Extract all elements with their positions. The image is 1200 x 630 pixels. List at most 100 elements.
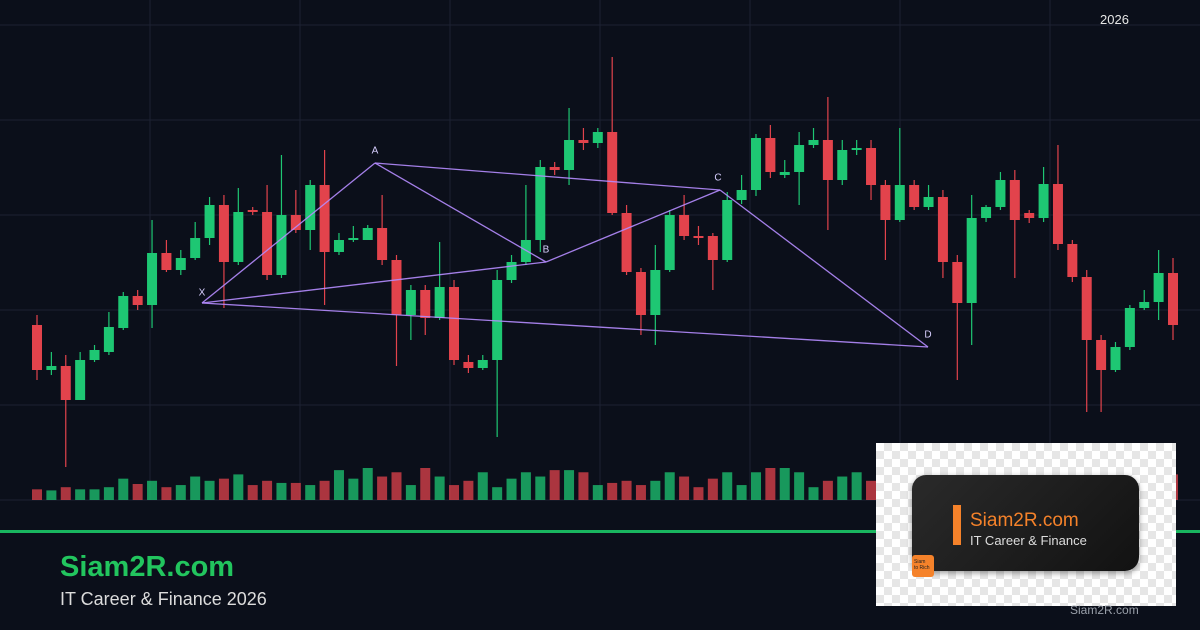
candle-body [420, 290, 431, 318]
candle-body [1009, 180, 1020, 220]
volume-bar [147, 480, 158, 500]
candle-body [564, 140, 575, 170]
volume-bar [60, 487, 71, 500]
volume-bar [333, 470, 344, 500]
volume-bar [664, 472, 675, 500]
candle-body [981, 207, 992, 218]
volume-bar [564, 470, 575, 500]
candle-body [377, 228, 388, 260]
candle-body [190, 238, 201, 258]
year-label: 2026 [1100, 12, 1129, 27]
candle-body [937, 197, 948, 262]
candle-body [362, 228, 373, 240]
candle-body [779, 172, 790, 175]
candle-body [463, 362, 474, 368]
candle-body [909, 185, 920, 207]
pattern-label: A [372, 146, 379, 157]
candle-body [750, 138, 761, 190]
volume-bar [32, 489, 42, 500]
candle-body [549, 167, 560, 170]
candle-body [894, 185, 905, 220]
candle-body [247, 210, 258, 212]
candle-body [679, 215, 690, 236]
pattern-line [719, 189, 929, 348]
candle-body [535, 167, 546, 240]
candle-body [578, 140, 589, 143]
volume-bar [794, 472, 805, 500]
pattern-line [201, 162, 376, 304]
volume-bar [218, 478, 229, 500]
candle-body [333, 240, 344, 252]
candle-body [305, 185, 316, 230]
volume-bar [736, 485, 747, 500]
volume-bar [175, 485, 186, 500]
volume-bar [377, 476, 388, 500]
candle-body [1096, 340, 1107, 370]
volume-bar [204, 480, 215, 500]
candle-body [449, 287, 460, 360]
candle-body [1124, 308, 1135, 347]
candle-body [477, 360, 488, 368]
candle-body [621, 213, 632, 272]
candle-body [147, 253, 158, 305]
volume-bar [305, 485, 316, 500]
pattern-line [201, 261, 547, 304]
candle-body [722, 200, 733, 260]
candle-body [218, 205, 229, 262]
candle-body [405, 290, 416, 315]
candle-body [1110, 347, 1121, 370]
candle-body [1067, 244, 1078, 277]
candle-body [635, 272, 646, 315]
pattern-line [374, 162, 721, 191]
logo-icon: Siam to Rich [912, 555, 934, 577]
volume-bar [535, 476, 546, 500]
candle-body [276, 215, 287, 275]
candle-body [391, 260, 402, 315]
pattern-line [374, 162, 547, 263]
candle-body [1139, 302, 1150, 308]
candle-body [851, 148, 862, 150]
candle-body [204, 205, 215, 238]
candle-body [89, 350, 100, 360]
volume-bar [750, 472, 761, 500]
pattern-label: C [714, 173, 721, 184]
volume-bar [262, 480, 273, 500]
candle-body [60, 366, 71, 400]
volume-bar [492, 487, 503, 500]
volume-bar [290, 482, 301, 500]
pattern-line [545, 189, 721, 263]
footer-brand: Siam2R.com [60, 551, 235, 583]
volume-bar [851, 472, 862, 500]
candle-body [32, 325, 42, 370]
volume-bar [89, 489, 100, 500]
candle-body [103, 327, 114, 352]
icon-text: to Rich [914, 565, 930, 571]
volume-bar [722, 472, 733, 500]
volume-bar [348, 478, 359, 500]
volume-bar [449, 485, 460, 500]
pattern-label: X [199, 288, 206, 299]
candle-body [262, 212, 273, 275]
card-brand: Siam2R.com [970, 510, 1079, 531]
volume-bar [276, 482, 287, 500]
candle-body [75, 360, 86, 400]
candle-body [707, 236, 718, 260]
volume-bar [477, 472, 488, 500]
candle-body [995, 180, 1006, 207]
candle-body [1038, 184, 1049, 218]
volume-bar [779, 468, 790, 500]
volume-bar [837, 476, 848, 500]
divider-line [0, 530, 1200, 533]
volume-bar [765, 468, 776, 500]
volume-bar [621, 480, 632, 500]
candle-body [794, 145, 805, 172]
volume-bar [578, 472, 589, 500]
volume-bar [362, 468, 373, 500]
candle-body [348, 238, 359, 240]
pattern-label: D [924, 330, 931, 341]
watermark: Siam2R.com [1070, 603, 1139, 617]
volume-bar [247, 485, 258, 500]
volume-bar [607, 482, 618, 500]
candle-body [1052, 184, 1063, 244]
